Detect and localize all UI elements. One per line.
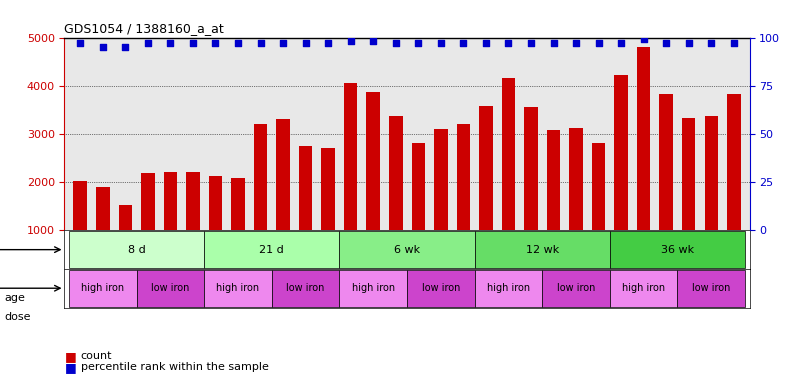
Bar xyxy=(231,178,245,279)
Bar xyxy=(389,116,402,279)
Bar xyxy=(141,174,155,279)
Bar xyxy=(299,146,313,279)
Bar xyxy=(339,231,475,268)
Point xyxy=(638,36,650,42)
Bar xyxy=(69,231,204,268)
Text: 12 wk: 12 wk xyxy=(526,244,559,255)
Bar xyxy=(501,78,515,279)
Point xyxy=(231,40,244,46)
Text: high iron: high iron xyxy=(622,283,665,293)
Bar xyxy=(678,270,745,307)
Point xyxy=(322,40,334,46)
Point xyxy=(118,44,131,50)
Point xyxy=(615,40,628,46)
Text: low iron: low iron xyxy=(557,283,596,293)
Text: 8 d: 8 d xyxy=(127,244,145,255)
Text: ■: ■ xyxy=(64,361,77,374)
Text: GDS1054 / 1388160_a_at: GDS1054 / 1388160_a_at xyxy=(64,22,224,35)
Text: low iron: low iron xyxy=(422,283,460,293)
Text: 21 d: 21 d xyxy=(260,244,285,255)
Bar xyxy=(204,270,272,307)
Text: high iron: high iron xyxy=(351,283,395,293)
Bar xyxy=(209,176,222,279)
Point xyxy=(97,44,110,50)
Point xyxy=(254,40,267,46)
Bar xyxy=(524,107,538,279)
Bar xyxy=(136,270,204,307)
Point xyxy=(683,40,696,46)
Point xyxy=(276,40,289,46)
Point xyxy=(164,40,177,46)
Bar xyxy=(204,231,339,268)
Point xyxy=(367,38,380,44)
Text: high iron: high iron xyxy=(487,283,530,293)
Point xyxy=(570,40,583,46)
Point xyxy=(727,40,740,46)
Text: low iron: low iron xyxy=(152,283,189,293)
Text: percentile rank within the sample: percentile rank within the sample xyxy=(81,363,268,372)
Bar xyxy=(610,231,745,268)
Bar xyxy=(457,124,470,279)
Text: low iron: low iron xyxy=(286,283,325,293)
Bar xyxy=(73,181,87,279)
Point xyxy=(660,40,673,46)
Point xyxy=(74,40,87,46)
Bar xyxy=(164,171,177,279)
Text: low iron: low iron xyxy=(692,283,730,293)
Bar xyxy=(592,142,605,279)
Bar xyxy=(69,270,136,307)
Bar xyxy=(569,128,583,279)
Bar xyxy=(637,47,650,279)
Bar xyxy=(704,116,718,279)
Bar xyxy=(614,75,628,279)
Bar xyxy=(118,205,132,279)
Point xyxy=(592,40,605,46)
Text: 36 wk: 36 wk xyxy=(661,244,694,255)
Point xyxy=(186,40,199,46)
Point xyxy=(502,40,515,46)
Point xyxy=(412,40,425,46)
Point xyxy=(299,40,312,46)
Bar xyxy=(682,117,696,279)
Point xyxy=(480,40,492,46)
Point xyxy=(209,40,222,46)
Bar xyxy=(96,187,110,279)
Text: high iron: high iron xyxy=(217,283,260,293)
Bar xyxy=(475,270,542,307)
Text: dose: dose xyxy=(4,312,31,322)
Bar xyxy=(367,92,380,279)
Bar xyxy=(322,148,335,279)
Point xyxy=(704,40,717,46)
Bar xyxy=(727,94,741,279)
Point xyxy=(344,38,357,44)
Bar xyxy=(434,129,447,279)
Point xyxy=(457,40,470,46)
Bar xyxy=(479,106,492,279)
Bar xyxy=(276,120,290,279)
Bar xyxy=(412,142,425,279)
Bar xyxy=(546,130,560,279)
Bar xyxy=(344,83,357,279)
Point xyxy=(547,40,560,46)
Bar xyxy=(339,270,407,307)
Bar xyxy=(254,124,268,279)
Point xyxy=(434,40,447,46)
Text: ■: ■ xyxy=(64,350,77,363)
Bar xyxy=(407,270,475,307)
Text: age: age xyxy=(4,293,25,303)
Point xyxy=(389,40,402,46)
Text: count: count xyxy=(81,351,112,361)
Text: 6 wk: 6 wk xyxy=(394,244,420,255)
Bar xyxy=(610,270,678,307)
Bar xyxy=(542,270,610,307)
Bar xyxy=(272,270,339,307)
Bar xyxy=(186,171,200,279)
Point xyxy=(525,40,538,46)
Bar xyxy=(475,231,610,268)
Text: high iron: high iron xyxy=(81,283,124,293)
Bar xyxy=(659,94,673,279)
Point xyxy=(141,40,154,46)
